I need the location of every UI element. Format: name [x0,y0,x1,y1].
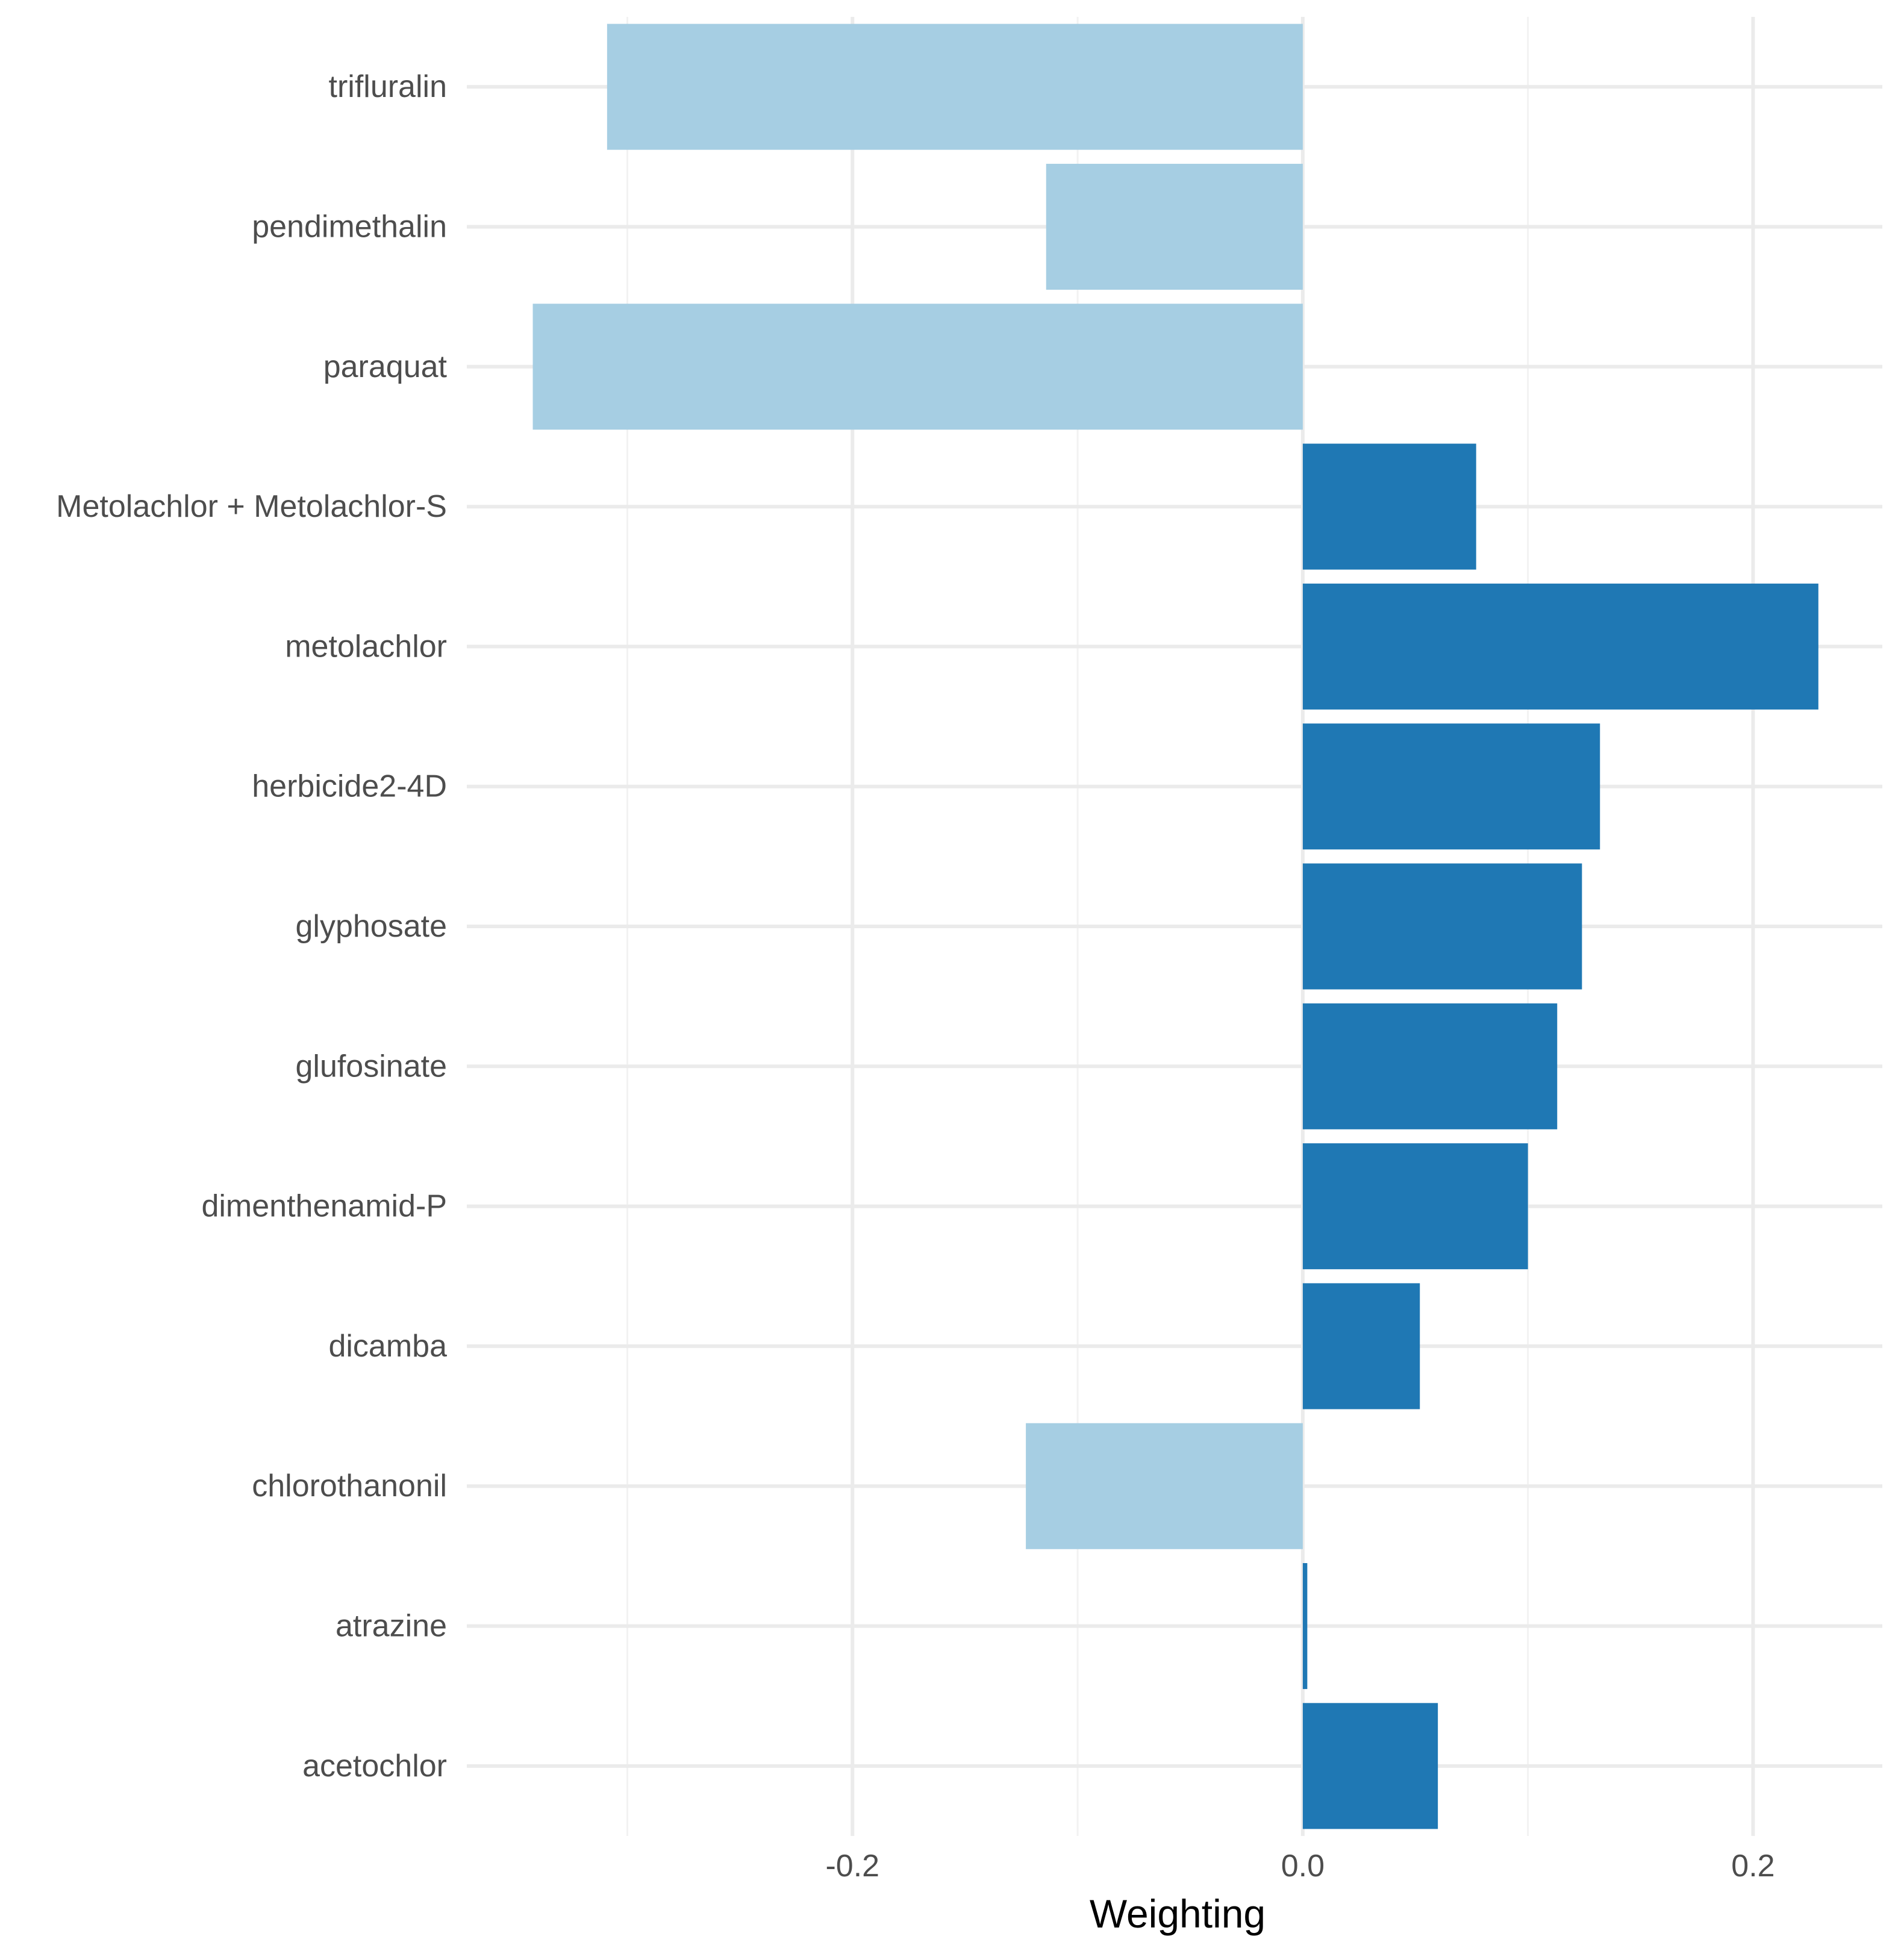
y-tick-label: atrazine [336,1609,447,1644]
y-tick-label: paraquat [323,349,448,384]
x-tick-label: -0.2 [825,1849,879,1884]
y-tick-label: acetochlor [302,1749,447,1784]
bar-trifluralin [607,23,1303,150]
x-tick-label: 0.0 [1281,1849,1325,1884]
bar-dimenthenamid-p [1302,1143,1528,1270]
y-tick-label: trifluralin [329,69,448,104]
y-tick-label: Metolachlor + Metolachlor-S [56,489,447,524]
y-tick-label: dicamba [328,1329,447,1364]
bar-paraquat [532,304,1303,430]
bars [532,23,1818,1829]
bar-glufosinate [1302,1003,1558,1129]
y-tick-label: pendimethalin [252,209,447,244]
bar-glyphosate [1302,863,1582,990]
bar-pendimethalin [1046,163,1303,290]
bar-metolachlor [1302,583,1818,710]
category-labels: trifluralin pendimethalin paraquat Metolach… [56,69,447,1784]
bar-chlorothanonil [1026,1423,1303,1549]
bar-acetochlor [1302,1703,1438,1829]
bar-dicamba [1302,1283,1420,1409]
y-tick-label: glyphosate [295,909,447,944]
y-tick-label: herbicide2-4D [252,769,447,804]
bar-herbicide2-4d [1302,723,1600,850]
y-tick-label: glufosinate [295,1049,447,1084]
x-tick-label: 0.2 [1731,1849,1774,1884]
bar-atrazine [1302,1563,1308,1690]
x-axis-title: Weighting [1090,1891,1266,1936]
grid-lines [467,17,1882,1836]
bar-metolachlor-metolachlor-s [1302,443,1476,570]
y-tick-label: metolachlor [285,629,447,664]
y-tick-label: dimenthenamid-P [201,1189,447,1224]
x-tick-labels: -0.2 0.0 0.2 [825,1849,1774,1884]
y-tick-label: chlorothanonil [252,1469,447,1503]
